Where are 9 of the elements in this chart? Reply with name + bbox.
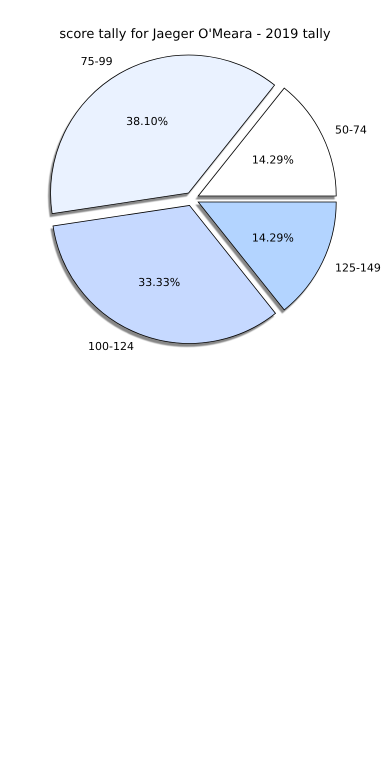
slice-label: 50-74 xyxy=(334,124,367,137)
slice-label: 75-99 xyxy=(80,55,113,68)
data-label: 33.33% xyxy=(138,276,180,289)
slice-label: 125-149 xyxy=(334,261,381,274)
chart-title: score tally for Jaeger O'Meara - 2019 tally xyxy=(59,27,331,42)
slice-label: 100-124 xyxy=(88,340,134,354)
data-label: 38.10% xyxy=(126,114,168,128)
data-label: 14.29% xyxy=(252,154,294,167)
data-label: 14.29% xyxy=(252,231,294,244)
